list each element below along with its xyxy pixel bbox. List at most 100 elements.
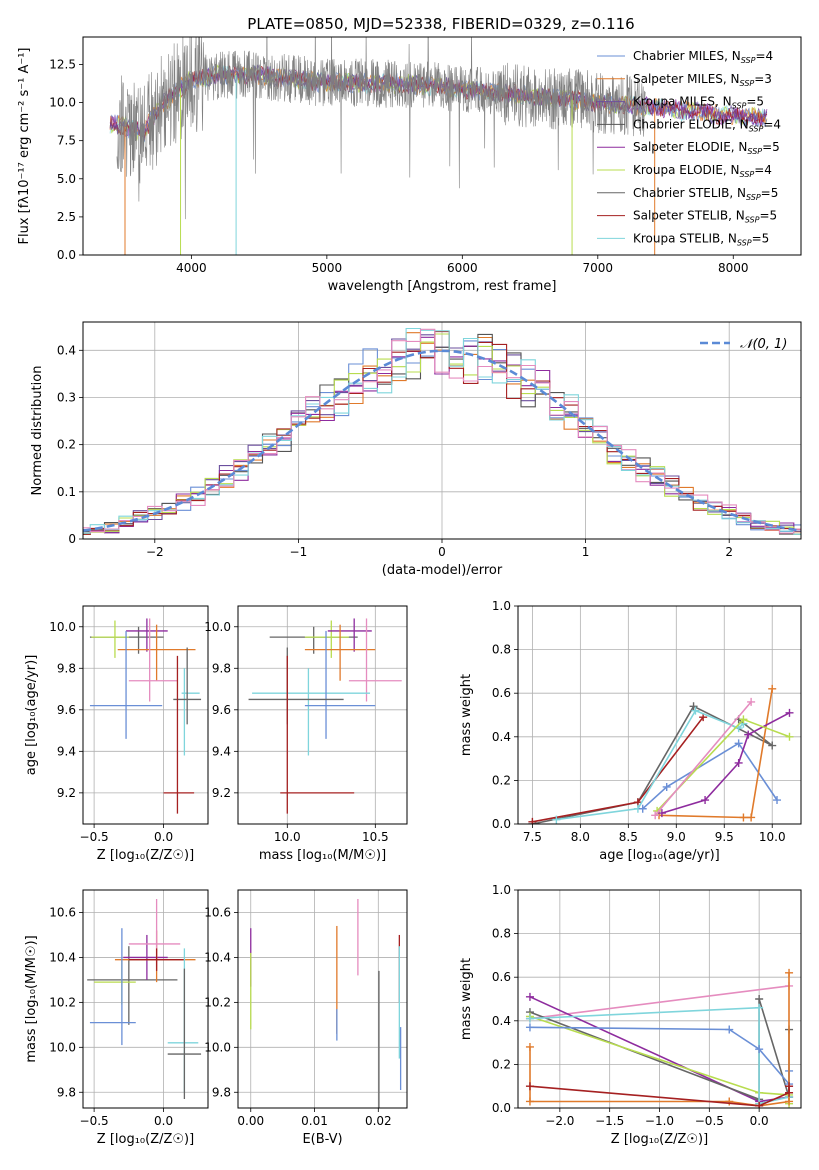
weight-marker-kroupa_stelib [755,1003,764,1012]
legend-label-chabrier_elodie: Chabrier ELODIE, NSSP=4 [633,117,781,133]
x-axis-label: mass [log₁₀(M/M☉)] [259,848,386,863]
y-tick-label: 10.0 [49,96,76,110]
weight-marker-chabrier_stelib [755,995,764,1003]
y-tick-label: 0.8 [492,927,511,941]
weight-marker-chabrier_miles [638,804,647,813]
weight-line-kroupa_stelib [529,1006,790,1105]
y-tick-label: 1.0 [492,599,511,613]
legend-label-kroupa_elodie: Kroupa ELODIE, NSSP=4 [633,163,772,179]
weight-marker-chabrier_stelib [768,741,777,750]
x-axis-label: Z [log₁₀(Z/Z☉)] [611,1132,708,1147]
weight-marker-kroupa_stelib [525,1014,534,1023]
plot-area-weight_vs_age [528,684,794,824]
weight-marker-chabrier_miles [755,1045,764,1054]
weight-marker-pink [651,811,660,820]
y-tick-label: 2.5 [57,210,76,224]
y-tick-label: 10.2 [204,995,231,1009]
y-tick-label: 0.8 [492,643,511,657]
y-tick-label: 10.2 [49,995,76,1009]
x-tick-label: −0.5 [80,1114,109,1128]
weight-marker-chabrier_miles [525,1023,534,1032]
y-tick-label: 10.0 [204,1040,231,1054]
y-tick-label: 10.0 [49,1040,76,1054]
x-tick-label: 7000 [583,261,614,275]
legend-label-salpeter_stelib: Salpeter STELIB, NSSP=5 [633,209,777,225]
y-tick-label: 9.4 [212,744,231,758]
y-tick-label: 12.5 [49,57,76,71]
legend-label-salpeter_miles: Salpeter MILES, NSSP=3 [633,72,772,88]
y-tick-label: 10.0 [204,620,231,634]
y-tick-label: 0.4 [57,343,76,357]
weight-marker-salpeter_elodie [785,708,794,717]
weight-marker-salpeter_elodie [744,730,753,739]
y-axis-label: mass weight [459,674,474,756]
weight-marker-salpeter_miles [739,813,748,822]
weight-marker-kroupa_stelib [691,706,700,715]
y-tick-label: 10.4 [204,950,231,964]
y-tick-label: 0.6 [492,686,511,700]
y-tick-label: 9.2 [57,786,76,800]
x-tick-label: 9.5 [715,830,734,844]
x-tick-label: 0.0 [154,830,173,844]
x-tick-label: 0.02 [365,1114,392,1128]
x-tick-label: 8.5 [619,830,638,844]
plot-area-mass_vs_EBV [250,898,402,1108]
weight-marker-salpeter_miles [747,813,756,822]
y-tick-label: 0.0 [492,817,511,831]
y-tick-label: 0.2 [492,1057,511,1071]
y-tick-label: 5.0 [57,172,76,186]
x-tick-label: 4000 [176,261,207,275]
y-tick-label: 0.1 [57,485,76,499]
x-axis-label: wavelength [Angstrom, rest frame] [328,279,557,294]
x-tick-label: 0 [438,545,446,559]
plot-area-weight_vs_Z [525,968,794,1108]
panel-weight_vs_Z: −2.0 −1.5 −1.0 −0.5 0.0 0.0 0.2 0.4 0.6 0.8 1.0 Z [… [459,883,802,1147]
panel-mass_vs_EBV: 0.00 0.01 0.02 9.8 10.0 10.2 10.4 10.6 E(B-V) [204,889,408,1147]
plots-layer: 4000 5000 6000 7000 8000 0.0 2.5 5.0 7.5 10.0 12.5… [17,36,802,1147]
weight-marker-salpeter_stelib [785,1082,794,1091]
y-tick-label: 10.0 [49,620,76,634]
y-axis-label: age [log₁₀(age/yr)] [24,655,39,776]
x-tick-label: −2 [146,545,164,559]
y-tick-label: 9.8 [57,661,76,675]
x-tick-label: −0.5 [695,1114,724,1128]
panel-age_vs_mass: 10.0 10.5 9.2 9.4 9.6 9.8 10.0 mass [log₁₀(M/M☉… [204,605,408,863]
weight-marker-salpeter_miles [725,1097,734,1106]
weight-marker-chabrier_miles [662,782,671,791]
y-tick-label: 7.5 [57,134,76,148]
x-tick-label: 10.0 [759,830,786,844]
y-tick-label: 0.6 [492,970,511,984]
axes-frame [517,605,802,825]
x-tick-label: 2 [725,545,733,559]
x-tick-label: 9.0 [667,830,686,844]
weight-marker-salpeter_miles [785,1097,794,1106]
x-tick-label: 0.0 [750,1114,769,1128]
x-tick-label: 8000 [718,261,749,275]
y-tick-label: 9.6 [212,703,231,717]
weight-marker-chabrier_stelib [689,702,698,711]
weight-marker-salpeter_miles [525,1042,534,1051]
weight-marker-salpeter_stelib [525,1082,534,1091]
panel-weight_vs_age: 7.5 8.0 8.5 9.0 9.5 10.0 0.0 0.2 0.4 0.6 0.8 1.0 age… [459,599,802,863]
y-tick-label: 10.4 [49,950,76,964]
x-tick-label: 7.5 [523,830,542,844]
weight-marker-salpeter_elodie [734,758,743,767]
plot-area-age_vs_mass [248,618,402,814]
plot-area-mass_vs_Z [87,898,202,1100]
axes-frame [237,605,408,825]
weight-marker-kroupa_elodie [785,732,794,741]
axes-frame [237,889,408,1109]
y-tick-label: 9.6 [57,703,76,717]
weight-marker-kroupa_elodie [739,715,748,724]
weight-marker-salpeter_miles [525,1097,534,1106]
x-tick-label: 5000 [312,261,343,275]
x-tick-label: 8.0 [571,830,590,844]
x-tick-label: 6000 [447,261,478,275]
plot-area-spectrum [109,37,768,255]
weight-marker-pink [747,697,756,706]
legend-label-salpeter_elodie: Salpeter ELODIE, NSSP=5 [633,140,780,156]
x-tick-label: −2.0 [545,1114,574,1128]
weight-marker-chabrier_miles [773,796,782,805]
